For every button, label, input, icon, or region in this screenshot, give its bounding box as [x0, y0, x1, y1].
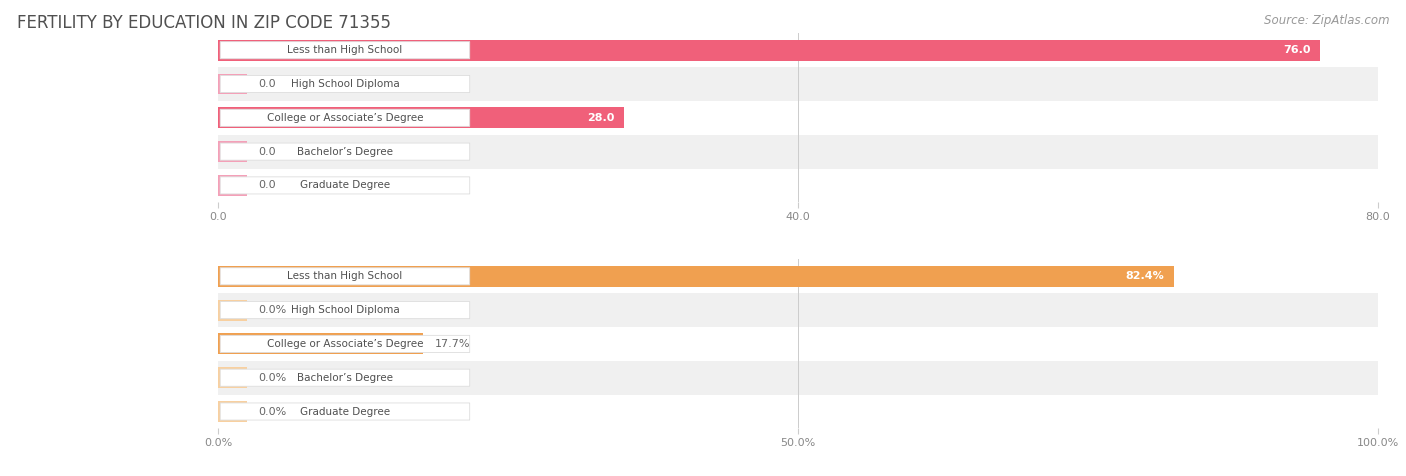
- Bar: [218, 327, 1378, 361]
- Bar: [218, 175, 247, 196]
- Bar: [218, 101, 1378, 135]
- Text: 0.0%: 0.0%: [259, 305, 287, 315]
- Bar: [218, 33, 1378, 67]
- Text: 28.0: 28.0: [588, 113, 614, 123]
- Text: College or Associate’s Degree: College or Associate’s Degree: [267, 113, 423, 123]
- Text: Less than High School: Less than High School: [287, 45, 402, 55]
- Text: Graduate Degree: Graduate Degree: [299, 180, 389, 190]
- FancyBboxPatch shape: [221, 336, 470, 352]
- Text: College or Associate’s Degree: College or Associate’s Degree: [267, 339, 423, 349]
- FancyBboxPatch shape: [221, 143, 470, 160]
- Text: Source: ZipAtlas.com: Source: ZipAtlas.com: [1264, 14, 1389, 27]
- Text: Graduate Degree: Graduate Degree: [299, 407, 389, 416]
- Text: 0.0: 0.0: [259, 79, 276, 89]
- Text: FERTILITY BY EDUCATION IN ZIP CODE 71355: FERTILITY BY EDUCATION IN ZIP CODE 71355: [17, 14, 391, 32]
- Text: 0.0%: 0.0%: [259, 373, 287, 383]
- Text: 0.0%: 0.0%: [259, 407, 287, 416]
- Bar: [218, 333, 423, 355]
- Text: Bachelor’s Degree: Bachelor’s Degree: [297, 147, 392, 157]
- Bar: [218, 259, 1378, 293]
- Text: High School Diploma: High School Diploma: [291, 305, 399, 315]
- Text: 0.0: 0.0: [259, 180, 276, 190]
- FancyBboxPatch shape: [221, 403, 470, 420]
- FancyBboxPatch shape: [221, 369, 470, 386]
- Text: High School Diploma: High School Diploma: [291, 79, 399, 89]
- Bar: [218, 293, 1378, 327]
- Bar: [218, 169, 1378, 202]
- Text: 82.4%: 82.4%: [1126, 271, 1164, 281]
- Bar: [218, 73, 247, 95]
- Text: Less than High School: Less than High School: [287, 271, 402, 281]
- Text: 17.7%: 17.7%: [434, 339, 471, 349]
- Bar: [218, 299, 247, 321]
- FancyBboxPatch shape: [221, 76, 470, 92]
- FancyBboxPatch shape: [221, 268, 470, 285]
- Text: 76.0: 76.0: [1284, 45, 1310, 55]
- Bar: [218, 135, 1378, 169]
- Text: Bachelor’s Degree: Bachelor’s Degree: [297, 373, 392, 383]
- Bar: [218, 40, 1320, 61]
- Bar: [218, 361, 1378, 395]
- Bar: [218, 107, 624, 129]
- Text: 0.0: 0.0: [259, 147, 276, 157]
- FancyBboxPatch shape: [221, 177, 470, 194]
- FancyBboxPatch shape: [221, 302, 470, 318]
- Bar: [218, 141, 247, 162]
- FancyBboxPatch shape: [221, 42, 470, 59]
- Bar: [218, 395, 1378, 428]
- Bar: [218, 67, 1378, 101]
- FancyBboxPatch shape: [221, 109, 470, 126]
- Bar: [218, 401, 247, 422]
- Bar: [218, 266, 1174, 287]
- Bar: [218, 367, 247, 388]
